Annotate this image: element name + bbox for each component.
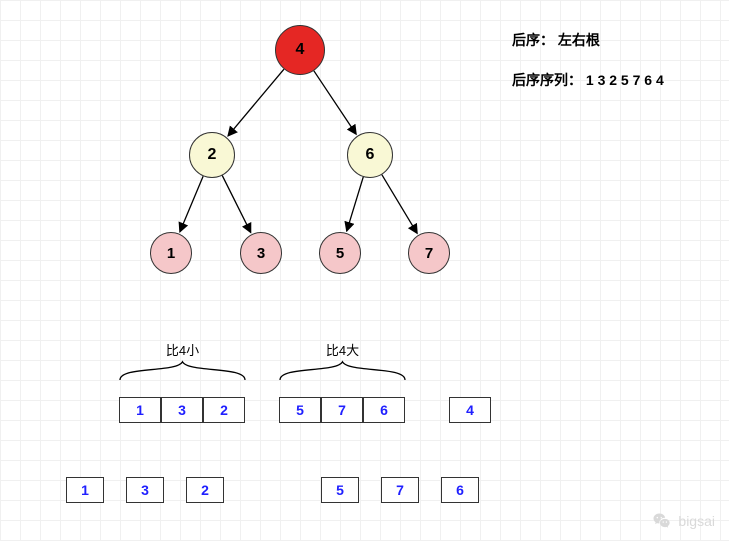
- order-value: 左右根: [558, 32, 600, 48]
- tree-node: 5: [319, 232, 361, 274]
- tree-edge: [222, 176, 250, 233]
- sequence-cell: 6: [441, 477, 479, 503]
- sequence-cell: 5: [321, 477, 359, 503]
- seq-prefix: 后序序列：: [512, 72, 582, 88]
- wechat-icon: [652, 511, 672, 531]
- sequence-cell: 7: [321, 397, 363, 423]
- sequence-cell: 4: [449, 397, 491, 423]
- sequence-cell: 3: [161, 397, 203, 423]
- tree-edge: [382, 175, 417, 234]
- diagram-canvas: 后序： 左右根 后序序列： 1 3 2 5 7 6 4 bigsai 42613…: [0, 0, 729, 541]
- order-prefix: 后序：: [512, 32, 554, 48]
- sequence-cell: 6: [363, 397, 405, 423]
- sequence-cell: 1: [66, 477, 104, 503]
- tree-node: 2: [189, 132, 235, 178]
- tree-edge: [228, 69, 284, 136]
- watermark-text: bigsai: [678, 513, 715, 529]
- tree-node: 3: [240, 232, 282, 274]
- seq-value: 1 3 2 5 7 6 4: [586, 72, 664, 88]
- sequence-cell: 2: [186, 477, 224, 503]
- tree-edge: [314, 71, 356, 134]
- sequence-cell: 2: [203, 397, 245, 423]
- sequence-cell: 3: [126, 477, 164, 503]
- sequence-cell: 7: [381, 477, 419, 503]
- sequence-label: 后序序列： 1 3 2 5 7 6 4: [512, 70, 664, 90]
- brace: [280, 362, 405, 380]
- tree-edge: [180, 176, 203, 232]
- brace-label: 比4小: [166, 340, 199, 359]
- tree-node: 6: [347, 132, 393, 178]
- tree-node: 7: [408, 232, 450, 274]
- tree-node: 4: [275, 25, 325, 75]
- tree-node: 1: [150, 232, 192, 274]
- order-label: 后序： 左右根: [512, 30, 600, 50]
- sequence-cell: 5: [279, 397, 321, 423]
- brace: [120, 362, 245, 380]
- brace-label: 比4大: [326, 340, 359, 359]
- sequence-cell: 1: [119, 397, 161, 423]
- watermark: bigsai: [652, 511, 715, 531]
- tree-edge: [347, 177, 364, 231]
